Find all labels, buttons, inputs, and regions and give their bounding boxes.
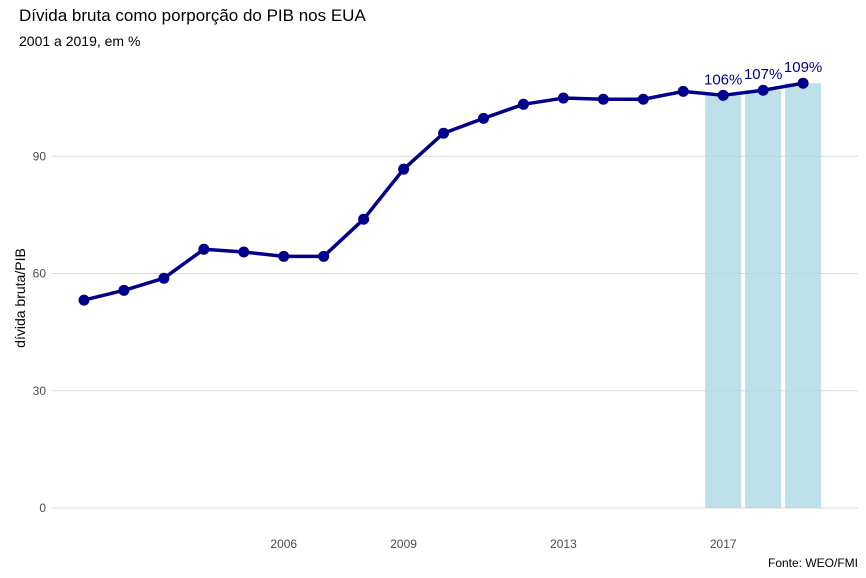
- data-point: [717, 89, 729, 101]
- x-tick-label: 2009: [390, 537, 417, 551]
- data-point: [517, 98, 529, 110]
- data-label: 109%: [784, 59, 822, 76]
- data-point: [238, 246, 250, 258]
- x-tick-label: 2017: [710, 537, 737, 551]
- x-tick-label: 2006: [270, 537, 297, 551]
- y-tick-label: 30: [33, 384, 47, 398]
- data-point: [398, 163, 410, 175]
- data-point: [118, 284, 130, 296]
- chart-subtitle: 2001 a 2019, em %: [19, 33, 141, 49]
- data-label: 106%: [704, 71, 742, 88]
- data-point: [597, 93, 609, 105]
- data-point: [78, 294, 90, 306]
- data-point: [318, 250, 330, 262]
- data-point: [557, 92, 569, 104]
- y-tick-label: 60: [33, 267, 47, 281]
- series-line: [83, 81, 804, 302]
- chart-title: Dívida bruta como porporção do PIB nos E…: [19, 6, 366, 25]
- data-point: [677, 85, 689, 97]
- data-label: 107%: [744, 66, 782, 83]
- data-point: [637, 93, 649, 105]
- data-point: [158, 272, 170, 284]
- y-tick-label: 0: [39, 501, 46, 515]
- bar: [745, 90, 782, 508]
- y-tick-label: 90: [33, 149, 47, 163]
- data-point: [478, 112, 489, 124]
- data-point: [198, 243, 210, 255]
- data-point: [438, 127, 450, 139]
- x-tick-label: 2013: [550, 537, 577, 551]
- data-point: [278, 250, 290, 262]
- data-point: [757, 84, 769, 96]
- bar: [785, 83, 822, 508]
- bar: [705, 95, 742, 509]
- data-point: [797, 77, 809, 89]
- data-point: [358, 213, 370, 225]
- chart-caption: Fonte: WEO/FMI: [767, 556, 858, 570]
